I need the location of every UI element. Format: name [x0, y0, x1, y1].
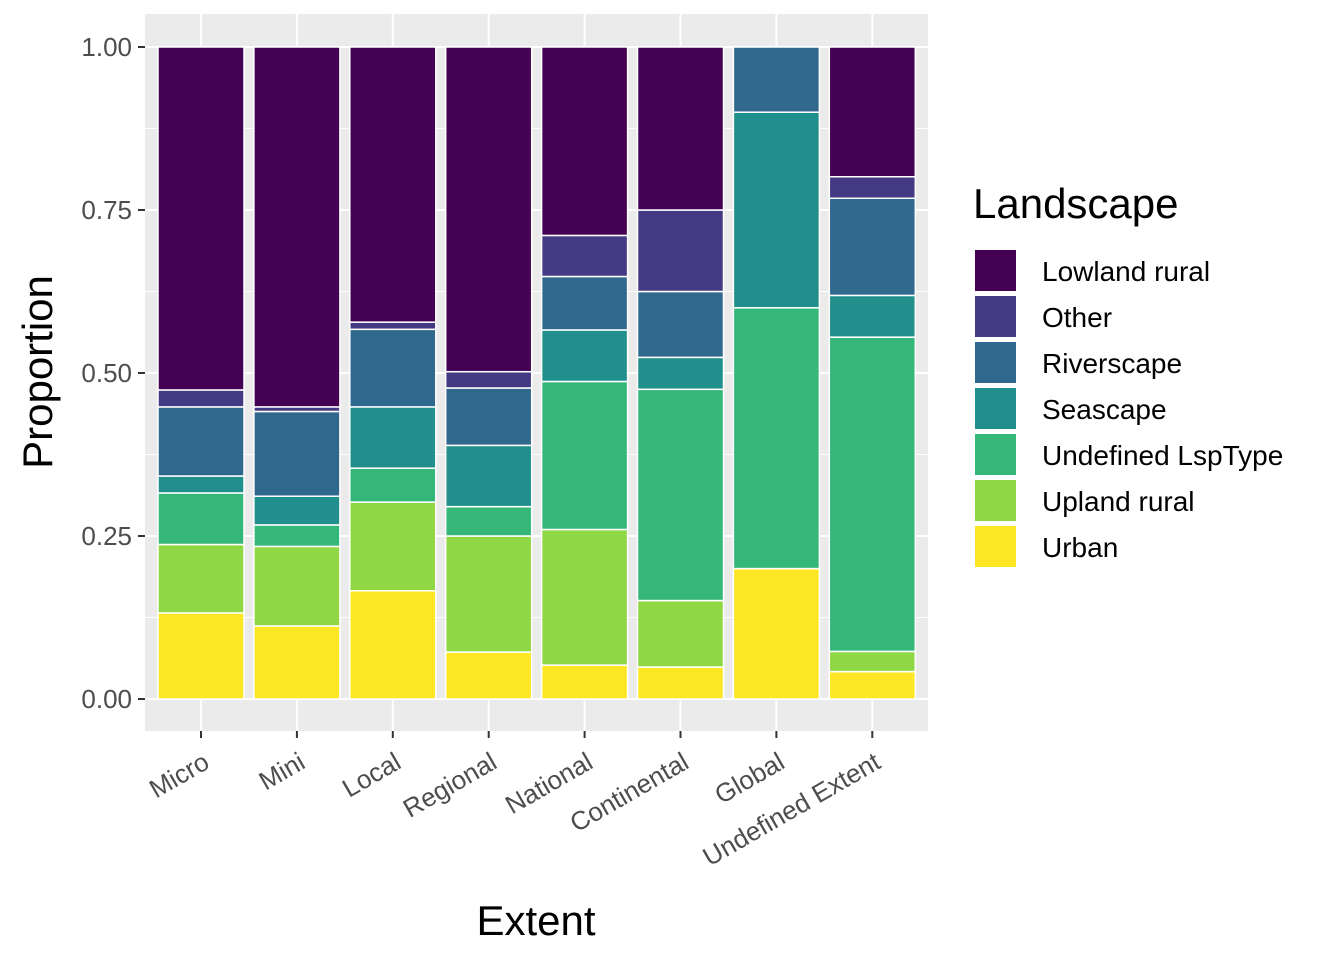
bar-segment	[349, 467, 437, 503]
bar-segment	[444, 651, 533, 700]
bar-segment	[349, 328, 437, 408]
legend-label: Seascape	[1042, 394, 1167, 425]
bar-segment	[732, 567, 821, 700]
bar-segment	[349, 406, 437, 469]
y-tick-label: 0.75	[81, 195, 132, 225]
legend-swatch	[975, 480, 1016, 521]
y-axis: 0.00 0.25 0.50 0.75 1.00	[81, 32, 145, 714]
legend-swatch	[975, 342, 1016, 383]
y-tick-label: 0.25	[81, 521, 132, 551]
bar-segment	[253, 46, 341, 408]
bar-segment	[157, 543, 245, 614]
bars	[157, 46, 917, 700]
bar-segment	[636, 290, 725, 359]
legend-title: Landscape	[973, 180, 1179, 227]
bar-segment	[253, 625, 341, 700]
bar-segment	[444, 444, 533, 508]
bar-segment	[253, 545, 341, 627]
legend-swatch	[975, 250, 1016, 291]
y-tick-label: 0.00	[81, 684, 132, 714]
bar-segment	[732, 307, 821, 570]
bar-segment	[636, 666, 725, 700]
bar-segment	[253, 524, 341, 548]
bar-segment	[636, 209, 725, 293]
bar-segment	[636, 356, 725, 391]
bar-segment	[828, 650, 917, 673]
bar-segment	[253, 495, 341, 526]
legend-label: Other	[1042, 302, 1112, 333]
bar-segment	[540, 380, 629, 531]
bar-segment	[828, 670, 917, 700]
bar-segment	[157, 406, 245, 477]
bar-segment	[540, 46, 629, 237]
x-axis: Micro Mini LocalRegionalNationalContinenta…	[144, 731, 886, 872]
bar-segment	[828, 336, 917, 653]
bar-segment	[828, 46, 917, 178]
y-axis-title: Proportion	[14, 275, 61, 469]
bar-segment	[444, 535, 533, 653]
bar-segment	[732, 111, 821, 309]
x-tick-label: Local	[337, 746, 406, 803]
bar-segment	[349, 501, 437, 592]
bar-segment	[157, 46, 245, 391]
bar-segment	[540, 234, 629, 278]
bar-segment	[540, 528, 629, 666]
bar-segment	[540, 275, 629, 331]
legend-label: Urban	[1042, 532, 1118, 563]
bar-segment	[157, 389, 245, 408]
bar-segment	[349, 46, 437, 323]
x-tick-label: Mini	[254, 746, 310, 796]
y-tick-label: 1.00	[81, 32, 132, 62]
y-tick-label: 0.50	[81, 358, 132, 388]
x-axis-title: Extent	[476, 897, 595, 944]
legend-label: Upland rural	[1042, 486, 1195, 517]
legend-label: Lowland rural	[1042, 256, 1210, 287]
bar-segment	[157, 475, 245, 494]
bar-segment	[540, 329, 629, 383]
legend-label: Riverscape	[1042, 348, 1182, 379]
legend-swatch	[975, 296, 1016, 337]
legend-swatch	[975, 388, 1016, 429]
bar-segment	[444, 387, 533, 447]
bar-segment	[732, 46, 821, 113]
bar-segment	[828, 197, 917, 297]
x-tick-label: Micro	[144, 746, 214, 804]
bar-segment	[157, 492, 245, 546]
legend-label: Undefined LspType	[1042, 440, 1283, 471]
bar-segment	[157, 612, 245, 700]
bar-segment	[636, 599, 725, 668]
bar-segment	[444, 46, 533, 373]
legend-swatch	[975, 434, 1016, 475]
bar-segment	[636, 46, 725, 211]
bar-segment	[253, 410, 341, 497]
bar-segment	[349, 321, 437, 331]
bar-segment	[444, 370, 533, 389]
bar-segment	[828, 175, 917, 200]
legend-swatch	[975, 526, 1016, 567]
bar-segment	[444, 505, 533, 537]
bar-segment	[828, 294, 917, 338]
bar-segment	[540, 664, 629, 700]
bar-segment	[349, 590, 437, 700]
bar-segment	[636, 388, 725, 602]
legend: Landscape Lowland rural Other Riverscape Se…	[973, 180, 1283, 567]
x-tick-label: Regional	[398, 746, 502, 823]
